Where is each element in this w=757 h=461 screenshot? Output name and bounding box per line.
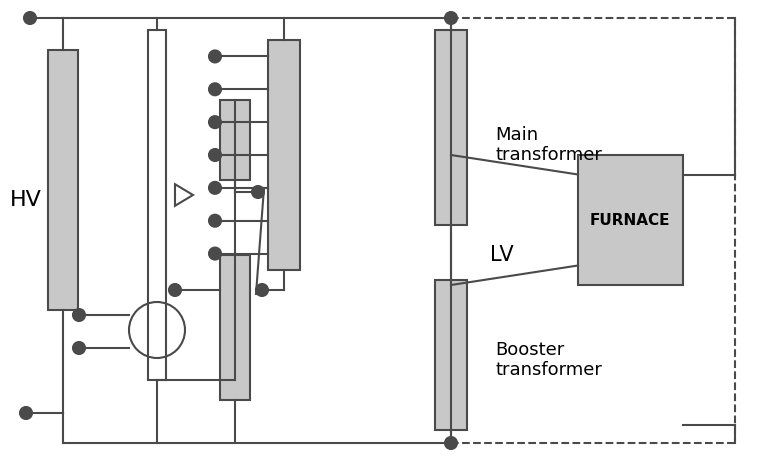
Text: LV: LV	[490, 245, 514, 265]
Bar	[268, 40, 300, 270]
Bar	[435, 30, 467, 430]
Circle shape	[209, 182, 221, 194]
Circle shape	[73, 309, 85, 321]
Circle shape	[209, 50, 221, 62]
Circle shape	[169, 284, 181, 296]
Circle shape	[252, 186, 264, 198]
Bar	[435, 280, 467, 430]
Bar	[220, 100, 300, 400]
Polygon shape	[175, 184, 193, 206]
Circle shape	[209, 116, 221, 128]
Text: HV: HV	[10, 190, 42, 210]
Circle shape	[256, 284, 268, 296]
Bar	[48, 50, 78, 310]
Bar	[220, 255, 250, 400]
Circle shape	[20, 407, 32, 419]
Circle shape	[24, 12, 36, 24]
Text: FURNACE: FURNACE	[590, 213, 670, 227]
Bar	[435, 30, 467, 225]
Circle shape	[209, 248, 221, 260]
Circle shape	[209, 83, 221, 95]
Circle shape	[209, 149, 221, 161]
Bar	[148, 30, 166, 380]
Circle shape	[445, 12, 457, 24]
Circle shape	[445, 437, 457, 449]
Circle shape	[209, 215, 221, 227]
Text: Main
transformer: Main transformer	[495, 125, 602, 165]
Text: Booster
transformer: Booster transformer	[495, 341, 602, 379]
Bar	[220, 100, 250, 180]
Bar	[578, 155, 683, 285]
Circle shape	[73, 342, 85, 354]
